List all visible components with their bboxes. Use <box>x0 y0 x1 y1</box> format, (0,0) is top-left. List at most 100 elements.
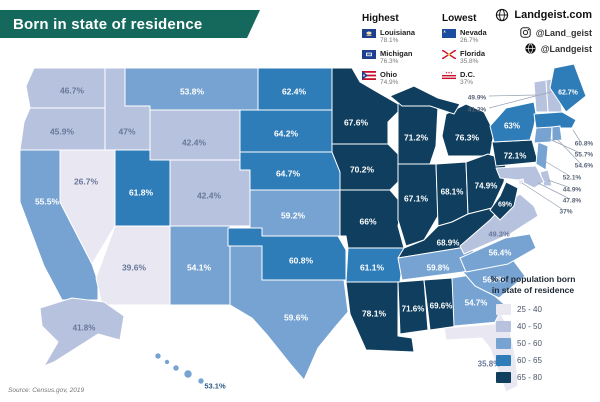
legend-row: 65 - 80 <box>496 369 592 386</box>
state-value-label-NC: 56.4% <box>489 249 512 258</box>
state-MA <box>533 111 577 129</box>
highest-heading: Highest <box>362 13 399 24</box>
leader-line-VT <box>488 94 537 97</box>
state-HI <box>172 364 180 372</box>
state-value-label-AZ: 39.6% <box>122 263 147 273</box>
state-value-label-HI: 53.1% <box>204 382 226 391</box>
state-value-label-MS: 71.6% <box>402 305 425 314</box>
us-map: 46.7% 45.9% 55.5% 26.7% 47% 53.8% 42.4% 61.8% 42… <box>19 63 594 393</box>
state-value-label-WY: 42.4% <box>182 138 207 148</box>
legend-swatch <box>496 372 511 384</box>
state-value-label-PA: 72.1% <box>504 152 527 161</box>
highest-state-value: 78.1% <box>380 37 399 45</box>
state-WV <box>489 181 519 221</box>
highest-state-name: Ohio <box>380 70 398 80</box>
lowest-state-value: 37% <box>460 79 474 87</box>
lowest-item-dc: D.C. 37% <box>442 70 504 87</box>
legend-row: 50 - 60 <box>496 335 592 352</box>
state-value-label-NE: 64.7% <box>276 169 301 179</box>
title-banner: Born in state of residence <box>0 10 260 38</box>
state-value-label-DC: 37% <box>559 209 572 216</box>
state-value-label-VT: 49.9% <box>468 95 487 102</box>
lowest-heading: Lowest <box>442 13 477 24</box>
state-value-label-CO: 42.4% <box>197 191 222 201</box>
highest-state-name: Michigan <box>380 49 413 59</box>
leader-line-NH <box>488 91 552 109</box>
map-area: 46.7% 45.9% 55.5% 26.7% 47% 53.8% 42.4% 61.8% 42… <box>0 50 600 402</box>
state-value-label-CA: 55.5% <box>35 197 60 207</box>
state-CT <box>533 126 553 144</box>
leader-line-DC <box>521 182 563 210</box>
legend-swatch <box>496 338 511 350</box>
state-value-label-UT: 61.8% <box>129 188 154 198</box>
state-NJ <box>535 141 549 171</box>
lowest-state-name: Nevada <box>460 28 487 37</box>
branding-site-text: Landgeist.com <box>514 9 592 21</box>
state-value-label-WA: 46.7% <box>60 86 85 96</box>
state-value-label-SC: 56.3% <box>483 276 506 285</box>
branding-instagram-text: @Land_geist <box>535 27 592 38</box>
state-value-label-OR: 45.9% <box>50 127 75 137</box>
state-value-label-AR: 61.1% <box>360 263 385 273</box>
state-HI <box>154 352 162 360</box>
state-TX <box>229 245 349 381</box>
state-value-label-OK: 60.8% <box>289 256 314 266</box>
state-value-label-NH: 41.3% <box>468 107 487 114</box>
legend-rows: 25 - 40 40 - 50 50 - 60 60 - 65 65 - 80 <box>474 301 592 386</box>
branding-site-row: Landgeist.com <box>495 8 592 22</box>
state-value-label-KY: 68.9% <box>437 239 460 248</box>
legend-swatch <box>496 355 511 367</box>
legend-range-label: 65 - 80 <box>517 373 542 383</box>
legend: % of population born in state of residen… <box>474 274 592 386</box>
state-value-label-NJ: 52.1% <box>563 175 582 182</box>
state-value-label-VA: 49.3% <box>488 230 510 239</box>
page-title: Born in state of residence <box>13 15 203 33</box>
florida-flag-icon <box>442 50 456 60</box>
state-value-label-IL: 67.1% <box>404 194 429 204</box>
state-value-label-WI: 71.2% <box>404 133 429 143</box>
highlights-panel: Highest Louisiana 78.1% Michigan 76.3% <box>362 13 504 92</box>
highest-column: Highest Louisiana 78.1% Michigan 76.3% <box>362 13 424 92</box>
lowest-item-nevada: Nevada 26.7% <box>442 28 504 45</box>
lowest-state-value: 26.7% <box>460 37 479 45</box>
lowest-item-florida: Florida 35.8% <box>442 49 504 66</box>
state-value-label-MA: 60.8% <box>575 141 594 148</box>
lowest-state-value: 35.8% <box>460 58 479 66</box>
dc-flag-icon <box>442 71 456 81</box>
state-value-label-ND: 62.4% <box>282 87 307 97</box>
state-value-label-IN: 68.1% <box>441 188 464 197</box>
leader-line-NJ <box>542 159 569 176</box>
leader-line-RI <box>556 138 581 164</box>
state-MI <box>389 85 461 115</box>
legend-range-label: 25 - 40 <box>517 305 542 315</box>
legend-swatch <box>496 321 511 333</box>
state-value-label-MO: 66% <box>359 217 376 227</box>
branding-site-handle-row: @Landgeist <box>525 43 592 54</box>
state-ME <box>549 63 587 113</box>
state-value-label-GA: 54.7% <box>465 299 488 308</box>
state-value-label-DE: 44.9% <box>563 187 582 194</box>
state-value-label-NY: 63% <box>504 122 520 131</box>
leader-line-DE <box>547 179 569 188</box>
leader-line-MD <box>537 182 569 199</box>
globe-icon <box>496 8 509 22</box>
state-value-label-TN: 59.8% <box>427 264 450 273</box>
branding-block: Landgeist.com @Land_geist @Landgeist <box>495 8 592 54</box>
state-value-label-MT: 53.8% <box>180 87 205 97</box>
state-value-label-KS: 59.2% <box>281 211 306 221</box>
state-MS <box>397 279 429 335</box>
legend-row: 40 - 50 <box>496 318 592 335</box>
state-value-label-NV: 26.7% <box>74 177 99 187</box>
state-value-label-NM: 54.1% <box>187 263 212 273</box>
state-HI <box>183 369 193 379</box>
legend-row: 25 - 40 <box>496 301 592 318</box>
state-AZ <box>95 225 171 306</box>
michigan-flag-icon <box>362 50 376 60</box>
state-HI <box>197 377 205 385</box>
highest-item-ohio: Ohio 74.9% <box>362 70 424 87</box>
lowest-state-name: Florida <box>460 49 486 59</box>
lowest-column: Lowest Nevada 26.7% Florida 35.8% <box>442 13 504 92</box>
state-AK <box>39 297 125 367</box>
highest-state-value: 74.9% <box>380 79 399 87</box>
